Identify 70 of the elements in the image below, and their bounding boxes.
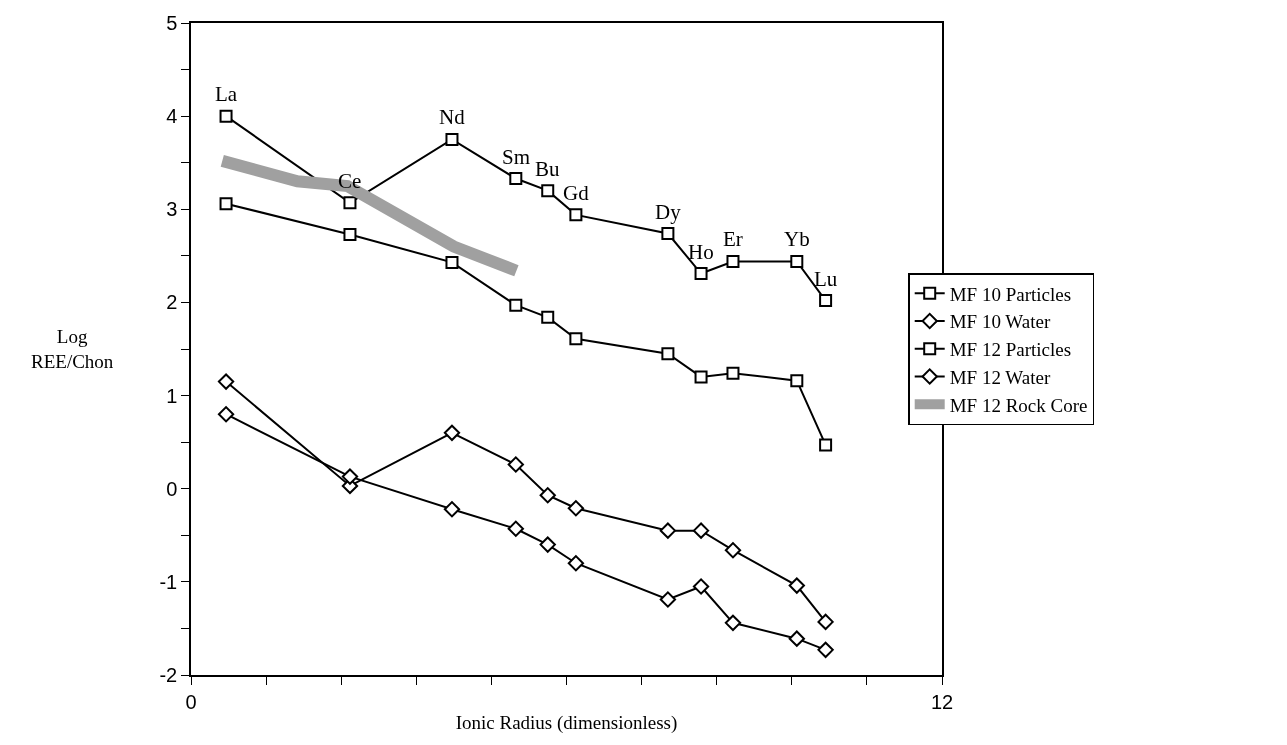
annotation: Gd <box>563 181 590 205</box>
point <box>694 267 708 281</box>
point <box>661 227 675 240</box>
point <box>788 630 805 647</box>
point <box>217 406 235 423</box>
point <box>509 172 523 186</box>
point <box>541 184 555 198</box>
point <box>541 310 555 324</box>
point <box>219 197 233 211</box>
annotation: Sm <box>502 145 531 169</box>
annotation: Lu <box>814 267 838 291</box>
point <box>659 591 677 608</box>
point <box>790 254 804 268</box>
legend-label: MF 10 Particles <box>949 283 1072 305</box>
point <box>445 255 459 269</box>
point <box>507 456 524 473</box>
legend-label: MF 12 Water <box>949 366 1051 388</box>
legend-label: MF 12 Particles <box>949 339 1072 361</box>
annotation: Bu <box>535 157 561 181</box>
y-tick-label: 0 <box>166 477 178 500</box>
point <box>445 132 459 146</box>
point <box>694 370 708 384</box>
y-tick-label: -2 <box>159 664 178 686</box>
annotation: La <box>215 82 238 106</box>
point <box>819 294 833 308</box>
point <box>567 555 585 572</box>
y-axis-title: Log REE/Chon <box>31 326 114 372</box>
point <box>343 196 357 210</box>
point <box>726 366 740 380</box>
point <box>724 614 742 631</box>
point <box>217 373 235 390</box>
annotation: Dy <box>655 200 682 224</box>
annotation: Ho <box>688 240 714 264</box>
annotation: Ce <box>338 169 362 193</box>
point <box>817 641 834 658</box>
legend-label: MF 10 Water <box>949 311 1051 333</box>
x-tick-label: 12 <box>930 690 954 713</box>
point <box>539 536 556 553</box>
point <box>443 424 461 441</box>
point <box>790 374 804 388</box>
point <box>567 500 585 517</box>
y-tick-label: 3 <box>166 198 178 221</box>
annotation: Er <box>723 227 743 251</box>
point <box>539 487 556 504</box>
point <box>724 542 742 559</box>
point <box>788 577 805 594</box>
point <box>692 578 710 595</box>
y-tick-label: -1 <box>159 570 178 593</box>
point <box>817 613 834 631</box>
point <box>819 438 833 452</box>
point <box>341 468 359 485</box>
annotation: Nd <box>439 105 466 129</box>
point <box>569 208 583 222</box>
point <box>343 227 357 241</box>
y-tick-label: 2 <box>166 291 178 314</box>
point <box>726 254 740 268</box>
point <box>659 522 677 539</box>
y-tick-label: 4 <box>166 105 178 128</box>
point <box>443 501 461 518</box>
point <box>692 522 710 539</box>
y-tick-label: 1 <box>166 384 178 407</box>
x-axis-title: Ionic Radius (dimensionless) <box>455 712 678 735</box>
y-tick-label: 5 <box>166 12 178 34</box>
point <box>509 298 523 312</box>
point <box>219 109 233 123</box>
legend-label: MF 12 Rock Core <box>949 394 1088 416</box>
point <box>661 347 675 361</box>
annotation: Yb <box>784 227 810 251</box>
point <box>569 332 583 346</box>
point <box>507 520 524 537</box>
